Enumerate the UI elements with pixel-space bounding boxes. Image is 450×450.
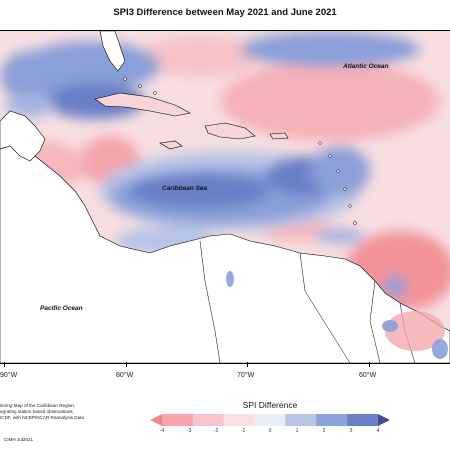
map-title: SPI3 Difference between May 2021 and Jun… bbox=[113, 7, 337, 18]
longitude-tick-label: 80°W bbox=[116, 372, 134, 379]
legend-swatch bbox=[150, 414, 162, 426]
pacific-ocean-label: Pacific Ocean bbox=[40, 305, 83, 312]
footnote-line: itoring Map of the Caribbean Region. bbox=[0, 403, 76, 408]
legend-swatch bbox=[223, 414, 256, 426]
footnote-line: egrating station based observations, bbox=[0, 409, 74, 414]
longitude-tick-mark bbox=[369, 362, 370, 367]
legend-tick-label: -3 bbox=[186, 428, 192, 434]
longitude-tick-mark bbox=[126, 362, 127, 367]
legend-swatch bbox=[347, 414, 379, 426]
longitude-tick-mark bbox=[4, 362, 5, 367]
copyright-text: CIMH Jul2021 bbox=[4, 437, 34, 442]
longitude-tick-label: 90°W bbox=[0, 372, 18, 379]
legend-swatch bbox=[378, 414, 390, 426]
longitude-tick-label: 60°W bbox=[359, 372, 377, 379]
legend-tick-label: 3 bbox=[349, 428, 353, 434]
legend-tick-label: -1 bbox=[240, 428, 246, 434]
legend-tick-label: 2 bbox=[322, 428, 326, 434]
legend-tick-label: -2 bbox=[213, 428, 219, 434]
atlantic-ocean-label: Atlantic Ocean bbox=[343, 63, 389, 70]
caribbean-sea-label: Caribbean Sea bbox=[162, 185, 208, 192]
legend-tick-label: -4 bbox=[159, 428, 165, 434]
footnote-line: ICDF, with NCEP/NCAR Reanalysis Data bbox=[0, 415, 84, 420]
spi-map-graphic bbox=[0, 31, 450, 363]
legend-title: SPI Difference bbox=[242, 400, 298, 410]
legend-swatch bbox=[162, 414, 194, 426]
longitude-tick-label: 70°W bbox=[237, 372, 255, 379]
longitude-tick-mark bbox=[247, 362, 248, 367]
footnote: itoring Map of the Caribbean Region. egr… bbox=[0, 403, 84, 421]
legend-swatch bbox=[316, 414, 348, 426]
legend-swatch bbox=[254, 414, 286, 426]
legend-colorbar bbox=[150, 414, 390, 426]
legend-tick-label: 1 bbox=[295, 428, 299, 434]
spi-map: Atlantic Ocean Caribbean Sea Pacific Oce… bbox=[0, 30, 450, 364]
legend-tick-labels: -4 -3 -2 -1 0 1 2 3 4 bbox=[150, 428, 390, 436]
legend-tick-label: 0 bbox=[268, 428, 272, 434]
legend-swatch bbox=[192, 414, 225, 426]
legend-tick-label: 4 bbox=[376, 428, 380, 434]
legend-swatch bbox=[285, 414, 317, 426]
